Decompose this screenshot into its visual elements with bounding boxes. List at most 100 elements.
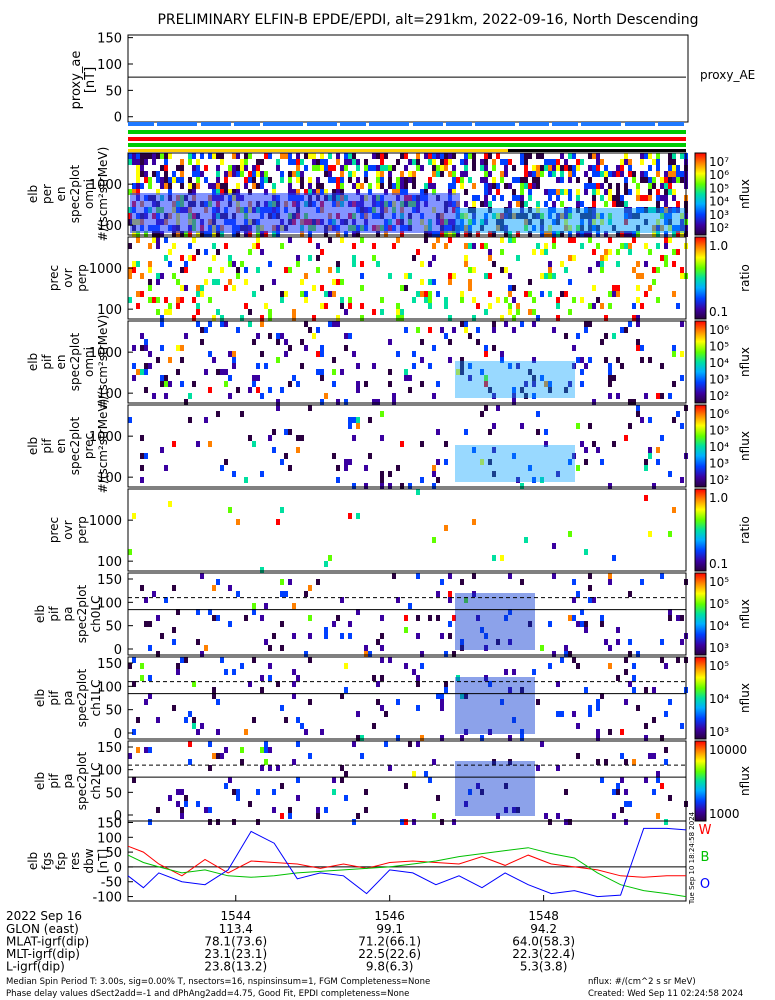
- panel-elb-per-en-omni-cell: [484, 195, 488, 201]
- panel-prec-ovr-perp-2-cell: [348, 513, 352, 519]
- panel-elb-per-en-omni-cell: [556, 195, 560, 201]
- panel-elb-pif-en-prec-cell: [644, 465, 648, 471]
- panel-prec-ovr-perp-1-cell: [476, 303, 480, 309]
- panel-elb-per-en-omni-cell: [552, 165, 556, 171]
- panel-elb-per-en-omni-cell: [236, 171, 240, 177]
- panel-elb-per-en-omni-cell: [608, 189, 612, 195]
- panel-elb-per-en-omni-cell: [316, 189, 320, 195]
- panel-elb-per-en-omni-cell: [316, 165, 320, 171]
- panel-elb-per-en-omni-cell: [528, 153, 532, 159]
- panel-elb-pif-pa-ch2LC-cell: [188, 759, 192, 765]
- panel-elb-per-en-omni-cell: [444, 165, 448, 171]
- panel-elb-pif-en-omni-ytick-1: 100: [97, 387, 122, 402]
- panel-elb-pif-pa-ch1LC-cell: [616, 675, 620, 681]
- panel-elb-pif-pa-ch2LC-cell: [292, 759, 296, 765]
- panel-elb-per-en-omni-cell: [376, 165, 380, 171]
- panel-prec-ovr-perp-1-cell: [280, 243, 284, 249]
- panel-elb-per-en-omni-cell: [356, 165, 360, 171]
- panel-elb-per-en-omni-cell: [672, 165, 676, 171]
- panel-prec-ovr-perp-1-cell: [428, 297, 432, 303]
- panel-elb-pif-pa-ch1LC-frame: [127, 656, 687, 740]
- panel-elb-pif-pa-ch0LC-cell: [576, 591, 580, 597]
- panel-elb-per-en-omni-cell: [576, 189, 580, 195]
- panel-elb-pif-pa-ch2LC-cell: [180, 813, 184, 819]
- panel-elb-pif-en-omni-cell: [132, 345, 136, 351]
- panel-elb-per-en-omni-cell: [152, 171, 156, 177]
- panel-elb-per-en-omni-cell: [160, 177, 164, 183]
- panel-prec-ovr-perp-1-cbar-label: ratio: [738, 264, 752, 292]
- panel-prec-ovr-perp-1-cell: [460, 291, 464, 297]
- panel-elb-pif-pa-ch0LC-cell: [216, 579, 220, 585]
- panel-elb-per-en-omni-cell: [604, 231, 608, 237]
- proxy-ae-ytick-1: 100: [97, 58, 122, 73]
- panel-prec-ovr-perp-1-cell: [320, 249, 324, 255]
- panel-elb-pif-en-omni-cell: [440, 327, 444, 333]
- panel-elb-pif-en-prec-cell: [608, 483, 612, 489]
- panel-elb-pif-en-prec-cell: [224, 459, 228, 465]
- panel-elb-pif-pa-ch2LC-cell: [240, 759, 244, 765]
- panel-elb-per-en-omni-cell: [528, 189, 532, 195]
- panel-elb-pif-pa-ch1LC-band: [455, 677, 535, 734]
- panel-elb-pif-pa-ch1LC-cell: [680, 723, 684, 729]
- panel-elb-per-en-omni-cell: [596, 171, 600, 177]
- panel-elb-pif-pa-ch0LC-cell: [480, 627, 484, 633]
- panel-elb-pif-pa-ch0LC-cell: [404, 627, 408, 633]
- panel-prec-ovr-perp-1-cell: [428, 261, 432, 267]
- panel-elb-pif-pa-ch1LC-cell: [560, 657, 564, 663]
- panel-elb-pif-pa-ch0LC-cell: [380, 615, 384, 621]
- panel-elb-per-en-omni-cell: [132, 183, 136, 189]
- panel-elb-per-en-omni-cell: [464, 159, 468, 165]
- panel-elb-pif-pa-ch1LC-cell: [440, 705, 444, 711]
- panel-elb-per-en-omni-cell: [412, 183, 416, 189]
- panel-elb-pif-en-prec-cell: [208, 441, 212, 447]
- xaxis-row-label-0: GLON (east): [6, 922, 79, 936]
- panel-elb-per-en-omni-cell: [428, 231, 432, 237]
- panel-prec-ovr-perp-1-cell: [484, 273, 488, 279]
- panel-elb-pif-pa-ch1LC-cell: [292, 681, 296, 687]
- panel-elb-pif-en-prec-cell: [348, 459, 352, 465]
- panel-prec-ovr-perp-1-cell: [300, 279, 304, 285]
- panel-elb-per-en-omni-cell: [620, 159, 624, 165]
- panel-elb-pif-en-omni-cell: [588, 321, 592, 327]
- panel-elb-per-en-omni-cell: [560, 153, 564, 159]
- panel-prec-ovr-perp-1-cell: [432, 279, 436, 285]
- panel-prec-ovr-perp-1-cell: [212, 315, 216, 321]
- panel-prec-ovr-perp-1-cell: [548, 261, 552, 267]
- panel-prec-ovr-perp-1-cell: [336, 261, 340, 267]
- panel-prec-ovr-perp-1-cell: [360, 303, 364, 309]
- panel-elb-per-en-omni-cell: [304, 153, 308, 159]
- panel-elb-pif-pa-ch0LC-cell: [416, 633, 420, 639]
- panel-elb-pif-pa-ch1LC-cell: [380, 675, 384, 681]
- panel-prec-ovr-perp-1-cell: [328, 237, 332, 243]
- panel-elb-per-en-omni-cell: [452, 165, 456, 171]
- panel-elb-pif-en-omni-cell: [260, 321, 264, 327]
- panel-elb-pif-pa-ch1LC-cell: [488, 681, 492, 687]
- panel-elb-pif-en-omni-cell: [448, 357, 452, 363]
- panel-elb-per-en-omni-cell: [380, 183, 384, 189]
- panel-elb-pif-en-omni-cell: [332, 369, 336, 375]
- panel-prec-ovr-perp-1-cell: [568, 237, 572, 243]
- status-bar-green-1: [128, 130, 686, 134]
- panel-elb-pif-en-prec-cell: [572, 453, 576, 459]
- panel-elb-per-en-omni-cell: [536, 183, 540, 189]
- panel-prec-ovr-perp-2-cell: [328, 555, 332, 561]
- panel-elb-pif-pa-ch2LC-cell: [268, 747, 272, 753]
- panel-prec-ovr-perp-1-cell: [596, 243, 600, 249]
- panel-elb-per-en-omni-cell: [244, 165, 248, 171]
- panel-elb-pif-pa-ch2LC-cell: [344, 771, 348, 777]
- panel-elb-pif-en-omni-cell: [476, 339, 480, 345]
- panel-elb-per-en-omni-cell: [396, 183, 400, 189]
- panel-elb-pif-pa-ch0LC-cell: [584, 621, 588, 627]
- panel-elb-pif-en-omni-cell: [656, 393, 660, 399]
- panel-elb-pif-pa-ch2LC-cell: [168, 795, 172, 801]
- panel-prec-ovr-perp-1-cell: [168, 249, 172, 255]
- panel-prec-ovr-perp-1-cell: [608, 291, 612, 297]
- panel-elb-per-en-omni-cell: [164, 165, 168, 171]
- fgs-ylabel-line-1: fgs: [40, 852, 54, 870]
- panel-elb-pif-pa-ch0LC-cell: [668, 615, 672, 621]
- panel-elb-per-en-omni-cell: [384, 165, 388, 171]
- panel-elb-pif-en-prec-cell: [280, 459, 284, 465]
- panel-prec-ovr-perp-1-cell: [664, 255, 668, 261]
- panel-prec-ovr-perp-1-cell: [260, 315, 264, 321]
- panel-elb-pif-en-omni-cbar-tick-0: 10⁶: [709, 323, 729, 337]
